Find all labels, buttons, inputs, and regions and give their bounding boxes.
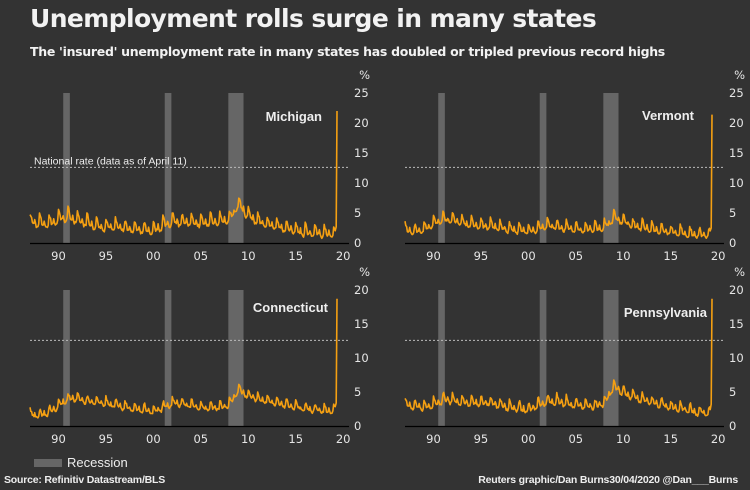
x-tick-label: 20 xyxy=(711,432,726,446)
y-tick-label: 25 xyxy=(729,86,744,100)
series-line-pennsylvania xyxy=(404,298,713,417)
y-tick-label: 5 xyxy=(729,385,736,399)
y-tick-label: 15 xyxy=(354,146,369,160)
y-axis-unit: % xyxy=(734,68,745,82)
x-tick-label: 90 xyxy=(51,432,66,446)
panel-michigan: National rate (data as of April 11)05101… xyxy=(29,68,370,263)
y-tick-label: 10 xyxy=(729,351,744,365)
recession-band xyxy=(438,290,445,426)
y-tick-label: 5 xyxy=(354,385,361,399)
chart-title: Unemployment rolls surge in many states xyxy=(30,4,597,33)
x-tick-label: 10 xyxy=(241,249,256,263)
y-axis-unit: % xyxy=(359,68,370,82)
recession-band xyxy=(164,93,172,243)
series-line-connecticut xyxy=(29,298,338,419)
y-tick-label: 0 xyxy=(354,236,361,250)
panel-title: Vermont xyxy=(642,108,695,123)
y-tick-label: 5 xyxy=(729,206,736,220)
y-tick-label: 15 xyxy=(729,317,744,331)
x-tick-label: 95 xyxy=(99,432,114,446)
legend: Recession xyxy=(34,455,128,470)
x-tick-label: 05 xyxy=(193,249,208,263)
y-axis-unit: % xyxy=(359,265,370,279)
recession-band xyxy=(539,290,547,426)
recession-swatch xyxy=(34,458,62,467)
series-line-vermont xyxy=(404,114,713,239)
x-tick-label: 90 xyxy=(426,432,441,446)
recession-band xyxy=(63,290,70,426)
x-tick-label: 15 xyxy=(288,249,303,263)
y-tick-label: 20 xyxy=(729,283,744,297)
panel-title: Michigan xyxy=(266,109,322,124)
y-tick-label: 0 xyxy=(354,419,361,433)
series-line-michigan xyxy=(29,110,338,240)
y-tick-label: 0 xyxy=(729,236,736,250)
recession-band xyxy=(228,290,244,426)
credit-note: Reuters graphic/Dan Burns30/04/2020 @Dan… xyxy=(478,474,738,486)
y-tick-label: 20 xyxy=(354,283,369,297)
y-tick-label: 15 xyxy=(729,146,744,160)
panel-title: Pennsylvania xyxy=(624,305,708,320)
recession-band xyxy=(63,93,70,243)
x-tick-label: 15 xyxy=(663,432,678,446)
recession-band xyxy=(164,290,172,426)
national-rate-label: National rate (data as of April 11) xyxy=(34,155,187,167)
x-tick-label: 05 xyxy=(193,432,208,446)
recession-band xyxy=(603,93,619,243)
x-tick-label: 10 xyxy=(241,432,256,446)
x-tick-label: 00 xyxy=(521,432,536,446)
x-tick-label: 10 xyxy=(616,432,631,446)
x-tick-label: 15 xyxy=(288,432,303,446)
source-note: Source: Refinitiv Datastream/BLS xyxy=(4,474,166,486)
x-tick-label: 20 xyxy=(711,249,726,263)
recession-band xyxy=(603,290,619,426)
recession-band xyxy=(539,93,547,243)
x-tick-label: 00 xyxy=(146,249,161,263)
x-tick-label: 15 xyxy=(663,249,678,263)
recession-band xyxy=(228,93,244,243)
y-tick-label: 10 xyxy=(354,176,369,190)
y-tick-label: 20 xyxy=(729,116,744,130)
x-tick-label: 95 xyxy=(474,432,489,446)
x-tick-label: 90 xyxy=(51,249,66,263)
y-tick-label: 0 xyxy=(729,419,736,433)
legend-recession-label: Recession xyxy=(67,455,128,470)
x-tick-label: 95 xyxy=(474,249,489,263)
x-tick-label: 20 xyxy=(336,432,351,446)
x-tick-label: 90 xyxy=(426,249,441,263)
x-tick-label: 10 xyxy=(616,249,631,263)
recession-band xyxy=(438,93,445,243)
x-tick-label: 00 xyxy=(521,249,536,263)
panel-title: Connecticut xyxy=(253,300,329,315)
x-tick-label: 20 xyxy=(336,249,351,263)
y-axis-unit: % xyxy=(734,265,745,279)
x-tick-label: 95 xyxy=(99,249,114,263)
y-tick-label: 15 xyxy=(354,317,369,331)
x-tick-label: 05 xyxy=(568,249,583,263)
y-tick-label: 5 xyxy=(354,206,361,220)
y-tick-label: 20 xyxy=(354,116,369,130)
y-tick-label: 25 xyxy=(354,86,369,100)
x-tick-label: 00 xyxy=(146,432,161,446)
x-tick-label: 05 xyxy=(568,432,583,446)
y-tick-label: 10 xyxy=(729,176,744,190)
y-tick-label: 10 xyxy=(354,351,369,365)
chart-subtitle: The 'insured' unemployment rate in many … xyxy=(30,44,665,59)
